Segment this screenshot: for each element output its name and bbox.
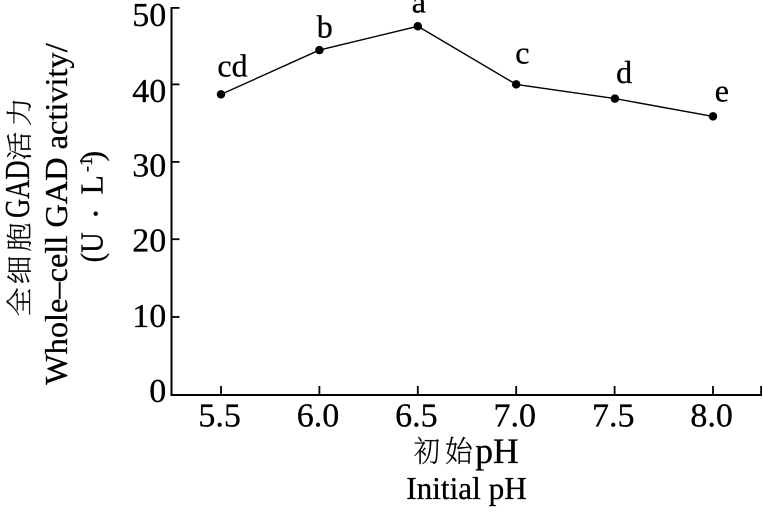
svg-text:30: 30: [132, 148, 166, 185]
svg-text:-1: -1: [76, 157, 96, 172]
svg-text:20: 20: [132, 223, 166, 260]
svg-text:b: b: [317, 9, 333, 45]
svg-text:Whole–cell GAD activity/: Whole–cell GAD activity/: [38, 43, 74, 385]
svg-text:7.5: 7.5: [592, 397, 635, 434]
svg-text:a: a: [412, 0, 426, 20]
svg-text:e: e: [715, 73, 729, 109]
svg-text:6.5: 6.5: [395, 397, 438, 434]
svg-text:d: d: [616, 54, 632, 90]
svg-text:(U: (U: [73, 232, 109, 262]
svg-text:L: L: [73, 175, 109, 195]
svg-text:40: 40: [132, 73, 166, 110]
svg-text:cd: cd: [217, 48, 247, 84]
svg-text:50: 50: [132, 0, 166, 34]
svg-text:0: 0: [149, 373, 166, 410]
svg-text:): ): [73, 151, 109, 162]
svg-text:GAD: GAD: [0, 161, 37, 219]
svg-text:Initial pH: Initial pH: [406, 470, 527, 506]
svg-text:10: 10: [132, 298, 166, 335]
svg-text:8.0: 8.0: [690, 397, 733, 434]
svg-text:5.5: 5.5: [198, 397, 241, 434]
svg-text:7.0: 7.0: [494, 397, 537, 434]
svg-text:pH: pH: [475, 431, 518, 471]
svg-text:6.0: 6.0: [297, 397, 340, 434]
svg-text:c: c: [515, 35, 529, 71]
